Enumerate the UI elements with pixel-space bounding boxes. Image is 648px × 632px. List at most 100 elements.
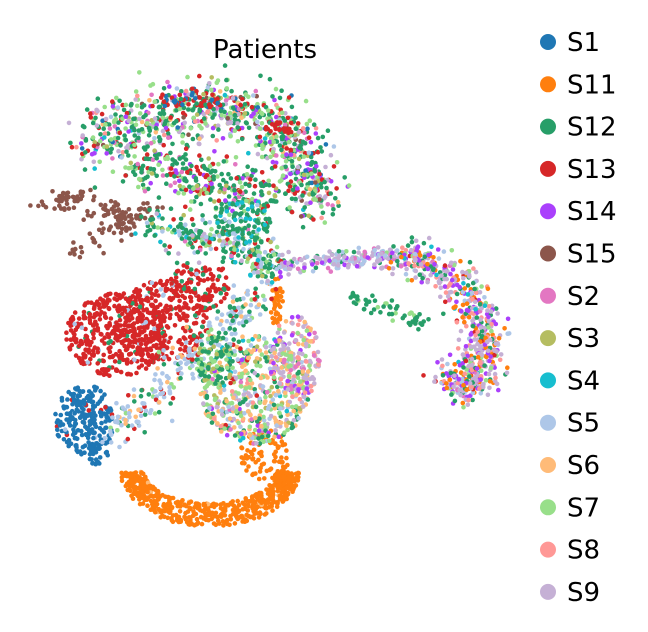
scatter-point — [161, 348, 166, 353]
scatter-point — [288, 120, 294, 126]
scatter-point — [280, 442, 286, 448]
scatter-point — [273, 276, 278, 282]
scatter-point — [302, 390, 308, 395]
scatter-point — [143, 319, 149, 325]
scatter-point — [192, 505, 197, 510]
scatter-point — [158, 278, 163, 284]
scatter-point — [166, 251, 171, 256]
scatter-point — [156, 334, 162, 339]
scatter-point — [213, 381, 218, 386]
scatter-point — [189, 199, 194, 204]
scatter-point — [291, 256, 297, 262]
scatter-point — [124, 481, 130, 487]
scatter-point — [150, 157, 156, 162]
scatter-point — [219, 354, 224, 359]
scatter-point — [201, 116, 207, 121]
scatter-point — [119, 352, 124, 357]
scatter-point — [71, 430, 77, 435]
scatter-point — [185, 509, 191, 514]
scatter-point — [113, 112, 118, 117]
scatter-point — [280, 351, 286, 356]
scatter-point — [275, 473, 281, 479]
scatter-point — [252, 387, 257, 392]
scatter-point — [175, 355, 181, 360]
scatter-point — [277, 482, 283, 487]
scatter-point — [239, 314, 244, 319]
scatter-point — [221, 177, 226, 183]
scatter-point — [73, 327, 79, 333]
scatter-point — [123, 137, 128, 142]
scatter-point — [83, 424, 88, 430]
scatter-point — [463, 344, 469, 349]
scatter-point — [255, 269, 260, 275]
scatter-point — [275, 366, 280, 371]
scatter-point — [128, 160, 134, 166]
scatter-point — [315, 149, 321, 155]
scatter-point — [165, 154, 170, 160]
scatter-point — [400, 245, 405, 250]
scatter-point — [232, 352, 237, 358]
scatter-point — [153, 372, 158, 377]
scatter-point — [134, 216, 139, 221]
scatter-point — [253, 177, 258, 182]
scatter-point — [317, 197, 322, 202]
scatter-point — [160, 115, 166, 120]
scatter-point — [211, 366, 216, 372]
scatter-point — [342, 254, 347, 259]
scatter-point — [171, 290, 176, 295]
scatter-point — [235, 241, 241, 246]
scatter-point — [270, 508, 275, 513]
scatter-point — [271, 252, 277, 257]
scatter-point — [163, 247, 169, 253]
scatter-point — [95, 401, 101, 407]
scatter-point — [68, 140, 73, 146]
scatter-point — [161, 355, 167, 360]
scatter-point — [301, 404, 306, 409]
scatter-point — [152, 148, 157, 153]
scatter-point — [76, 409, 81, 414]
scatter-point — [495, 311, 500, 316]
scatter-point — [206, 380, 211, 386]
scatter-point — [245, 355, 251, 361]
scatter-point — [197, 231, 202, 236]
scatter-point — [251, 498, 256, 504]
scatter-point — [387, 304, 393, 309]
scatter-point — [354, 263, 360, 269]
scatter-point — [129, 359, 134, 365]
scatter-point — [191, 222, 196, 228]
scatter-point — [238, 413, 244, 419]
scatter-point — [133, 97, 138, 102]
scatter-point — [132, 127, 137, 133]
scatter-point — [164, 309, 170, 315]
scatter-point — [233, 211, 239, 216]
scatter-point — [79, 249, 85, 255]
scatter-point — [269, 122, 275, 127]
scatter-point — [149, 280, 155, 286]
scatter-point — [184, 318, 189, 323]
scatter-point — [328, 269, 334, 274]
scatter-point — [145, 503, 150, 509]
scatter-point — [327, 258, 332, 264]
scatter-point — [223, 504, 228, 509]
scatter-point — [183, 328, 188, 334]
scatter-point — [146, 133, 152, 138]
scatter-point — [137, 304, 143, 310]
scatter-point — [110, 353, 116, 359]
scatter-point — [221, 225, 226, 231]
scatter-point — [187, 346, 192, 352]
scatter-point — [141, 282, 147, 288]
scatter-point — [252, 235, 258, 240]
scatter-point — [309, 171, 314, 176]
scatter-point — [300, 351, 305, 357]
scatter-point — [117, 292, 122, 298]
scatter-point — [137, 293, 143, 299]
scatter-point — [300, 224, 306, 230]
scatter-point — [92, 185, 98, 190]
scatter-point — [88, 356, 93, 362]
scatter-point — [252, 427, 258, 433]
scatter-point — [257, 416, 262, 421]
scatter-point — [244, 198, 249, 204]
scatter-point — [257, 441, 263, 446]
scatter-point — [215, 174, 220, 179]
scatter-point — [273, 86, 279, 92]
